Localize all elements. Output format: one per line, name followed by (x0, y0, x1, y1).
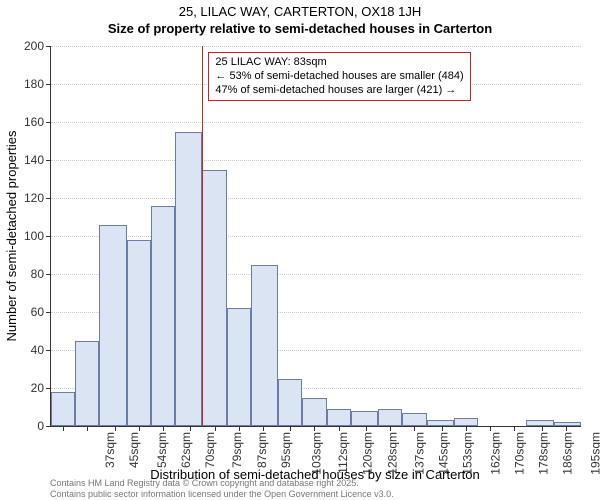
histogram-bar (327, 409, 351, 426)
histogram-bar (99, 225, 126, 426)
footer-line-1: Contains HM Land Registry data © Crown c… (50, 478, 394, 488)
y-tick-label: 200 (11, 39, 44, 53)
x-tick (414, 426, 415, 431)
histogram-bar (51, 392, 75, 426)
histogram-bar (526, 420, 553, 426)
y-tick (46, 84, 51, 85)
x-tick (239, 426, 240, 431)
y-tick (46, 198, 51, 199)
x-tick (390, 426, 391, 431)
title-block: 25, LILAC WAY, CARTERTON, OX18 1JH Size … (0, 4, 600, 38)
histogram-bar (402, 413, 426, 426)
y-tick-label: 160 (11, 115, 44, 129)
footer-line-2: Contains public sector information licen… (50, 489, 394, 499)
plot-area: 02040608010012014016018020037sqm45sqm54s… (50, 46, 581, 427)
x-tick-label: 62sqm (179, 432, 193, 468)
y-tick (46, 236, 51, 237)
histogram-bar (127, 240, 151, 426)
gridline (51, 160, 581, 161)
x-tick-label: 79sqm (230, 432, 244, 468)
y-tick (46, 350, 51, 351)
x-tick (290, 426, 291, 431)
gridline (51, 46, 581, 47)
annotation-property: 25 LILAC WAY: 83sqm (215, 56, 463, 70)
histogram-bar (378, 409, 402, 426)
y-tick (46, 274, 51, 275)
gridline (51, 198, 581, 199)
x-tick (490, 426, 491, 431)
annotation-box: 25 LILAC WAY: 83sqm ← 53% of semi-detach… (208, 52, 470, 101)
histogram-bar (427, 420, 454, 426)
x-tick-label: 87sqm (255, 432, 269, 468)
gridline (51, 122, 581, 123)
x-tick (366, 426, 367, 431)
x-tick (115, 426, 116, 431)
x-tick (263, 426, 264, 431)
histogram-bar (175, 132, 202, 427)
histogram-bar (302, 398, 326, 427)
y-tick (46, 122, 51, 123)
gridline (51, 236, 581, 237)
chart-title: Size of property relative to semi-detach… (0, 21, 600, 38)
histogram-bar (554, 422, 581, 426)
marker-line (202, 46, 203, 426)
x-tick (514, 426, 515, 431)
y-tick-label: 100 (11, 229, 44, 243)
y-tick (46, 160, 51, 161)
histogram-bar (151, 206, 175, 426)
histogram-bar (202, 170, 226, 427)
y-tick-label: 0 (11, 419, 44, 433)
histogram-bar (278, 379, 302, 427)
x-tick (139, 426, 140, 431)
x-tick (466, 426, 467, 431)
histogram-bar (351, 411, 378, 426)
footer: Contains HM Land Registry data © Crown c… (50, 478, 394, 499)
x-tick-label: 95sqm (279, 432, 293, 468)
y-tick-label: 120 (11, 191, 44, 205)
x-tick (63, 426, 64, 431)
x-tick-label: 45sqm (127, 432, 141, 468)
x-tick (163, 426, 164, 431)
x-tick (314, 426, 315, 431)
x-tick (566, 426, 567, 431)
histogram-bar (454, 418, 478, 426)
x-tick (190, 426, 191, 431)
annotation-smaller: ← 53% of semi-detached houses are smalle… (215, 70, 463, 84)
y-tick (46, 312, 51, 313)
y-tick-label: 20 (11, 381, 44, 395)
x-tick-label: 37sqm (103, 432, 117, 468)
annotation-larger: 47% of semi-detached houses are larger (… (215, 84, 463, 98)
x-tick-label: 54sqm (155, 432, 169, 468)
y-tick (46, 46, 51, 47)
x-tick (215, 426, 216, 431)
histogram-bar (251, 265, 278, 427)
y-tick-label: 140 (11, 153, 44, 167)
x-tick (339, 426, 340, 431)
x-tick-label: 195sqm (588, 432, 600, 475)
x-tick (442, 426, 443, 431)
address-line: 25, LILAC WAY, CARTERTON, OX18 1JH (0, 4, 600, 21)
histogram-bar (227, 308, 251, 426)
y-tick-label: 60 (11, 305, 44, 319)
y-tick (46, 426, 51, 427)
x-tick (542, 426, 543, 431)
histogram-bar (75, 341, 99, 427)
y-tick-label: 180 (11, 77, 44, 91)
y-tick-label: 40 (11, 343, 44, 357)
y-tick-label: 80 (11, 267, 44, 281)
x-tick (87, 426, 88, 431)
y-tick (46, 388, 51, 389)
chart-container: 25, LILAC WAY, CARTERTON, OX18 1JH Size … (0, 0, 600, 500)
x-tick-label: 70sqm (203, 432, 217, 468)
